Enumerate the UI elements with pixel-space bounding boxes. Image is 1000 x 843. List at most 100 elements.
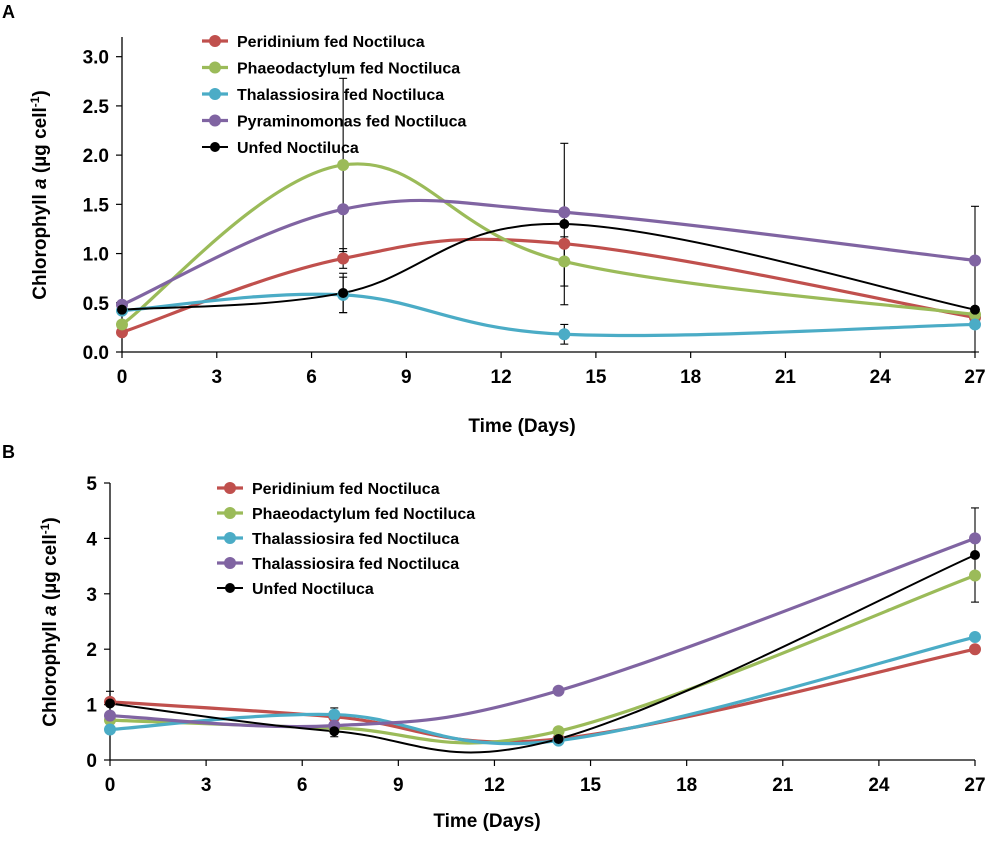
series-line-3 [121, 292, 976, 338]
data-point [105, 698, 115, 709]
panel-a-x-axis-title: Time (Days) [468, 416, 575, 437]
y-tick-label: 3.0 [83, 48, 109, 69]
data-point [116, 318, 128, 331]
y-tick-label: 4 [86, 529, 97, 550]
panel-a: A 0 3 6 9 12 15 18 21 24 270.00.51.01.52.02.53.0 … [2, 2, 986, 437]
legend-entry: Thalassiosira fed Noctiluca [202, 87, 444, 104]
series-line-1 [121, 237, 976, 334]
data-point [329, 726, 340, 737]
data-point [969, 254, 981, 267]
data-point [104, 723, 116, 736]
x-tick-label: 12 [484, 775, 505, 796]
data-point [552, 684, 565, 697]
legend-swatch-marker [209, 88, 221, 100]
y-tick-label: 2.5 [83, 97, 110, 118]
x-tick-label: 3 [211, 367, 222, 388]
legend-label: Phaeodactylum fed Noctiluca [252, 506, 475, 523]
legend-label: Unfed Noctiluca [252, 581, 374, 598]
y-tick-label: 2 [86, 640, 97, 661]
series-line-3 [109, 635, 976, 746]
legend-swatch-marker [209, 114, 221, 127]
legend-swatch-marker [210, 142, 220, 152]
legend-entry: Unfed Noctiluca [217, 581, 374, 598]
legend-swatch-marker [209, 35, 221, 47]
data-point [337, 158, 350, 171]
y-tick-label: 0 [86, 751, 97, 772]
series-line-5 [121, 223, 976, 311]
data-point [558, 328, 571, 341]
y-tick-label: 2.0 [83, 146, 109, 167]
x-tick-label: 24 [868, 775, 890, 796]
legend-entry: Unfed Noctiluca [202, 140, 359, 157]
y-tick-label: 1.5 [83, 195, 110, 216]
y-tick-label: 5 [86, 474, 97, 495]
legend-swatch-marker [225, 583, 235, 593]
y-tick-label: 3 [86, 585, 97, 606]
x-tick-label: 27 [964, 367, 985, 388]
panel-a-y-axis-title: Chlorophyll a (µg cell-1) [28, 90, 51, 300]
x-tick-label: 9 [401, 367, 412, 388]
legend-entry: Phaeodactylum fed Noctiluca [202, 61, 460, 78]
data-point [337, 252, 350, 265]
data-point [117, 304, 127, 315]
panel-b-letter: B [2, 442, 15, 462]
y-tick-label: 1 [86, 696, 97, 717]
data-point [104, 709, 116, 722]
legend-entry: Thalassiosira fed Noctiluca [217, 531, 459, 548]
x-tick-label: 15 [585, 367, 607, 388]
x-tick-label: 3 [201, 775, 212, 796]
x-tick-label: 21 [775, 367, 797, 388]
y-tick-label: 1.0 [83, 245, 109, 266]
legend-label: Thalassiosira fed Noctiluca [252, 531, 459, 548]
y-tick-label: 0.0 [83, 343, 109, 364]
series-line-5 [109, 554, 976, 754]
legend-label: Thalassiosira fed Noctiluca [252, 556, 459, 573]
data-point [337, 203, 350, 216]
series-line-4 [121, 198, 976, 307]
legend-entry: Peridinium fed Noctiluca [217, 481, 440, 498]
legend-entry: Peridinium fed Noctiluca [202, 34, 425, 51]
data-point [558, 255, 571, 268]
data-point [552, 725, 565, 738]
series-line-2 [121, 162, 976, 326]
x-tick-label: 6 [306, 367, 317, 388]
x-tick-label: 24 [870, 367, 892, 388]
legend-label: Peridinium fed Noctiluca [252, 481, 440, 498]
data-point [969, 631, 981, 644]
x-tick-label: 27 [964, 775, 985, 796]
x-tick-label: 6 [297, 775, 308, 796]
data-point [969, 532, 981, 545]
legend-swatch-marker [224, 532, 236, 544]
data-point [969, 569, 981, 582]
legend-label: Peridinium fed Noctiluca [237, 34, 425, 51]
legend-label: Pyraminomonas fed Noctiluca [237, 114, 466, 131]
legend-entry: Pyraminomonas fed Noctiluca [202, 114, 466, 131]
legend-swatch-marker [224, 557, 236, 569]
data-point [970, 550, 980, 561]
x-tick-label: 18 [676, 775, 697, 796]
legend-entry: Thalassiosira fed Noctiluca [217, 556, 459, 573]
panel-b-x-axis-title: Time (Days) [433, 811, 540, 832]
legend-label: Unfed Noctiluca [237, 140, 359, 157]
legend-label: Phaeodactylum fed Noctiluca [237, 61, 460, 78]
data-point [558, 206, 571, 219]
x-tick-label: 0 [117, 367, 128, 388]
data-point [558, 237, 571, 250]
legend-label: Thalassiosira fed Noctiluca [237, 87, 444, 104]
data-point [328, 708, 341, 721]
x-tick-label: 9 [393, 775, 404, 796]
x-tick-label: 15 [580, 775, 602, 796]
x-tick-label: 12 [491, 367, 512, 388]
legend-swatch-marker [224, 482, 236, 494]
panel-a-letter: A [2, 2, 15, 22]
x-tick-label: 0 [105, 775, 116, 796]
legend-entry: Phaeodactylum fed Noctiluca [217, 506, 475, 523]
legend-swatch-marker [224, 507, 236, 519]
data-point [338, 287, 349, 298]
data-point [969, 318, 981, 331]
legend-swatch-marker [209, 61, 221, 74]
data-point [970, 304, 980, 315]
panel-b-y-axis-title: Chlorophyll a (µg cell-1) [38, 517, 61, 727]
